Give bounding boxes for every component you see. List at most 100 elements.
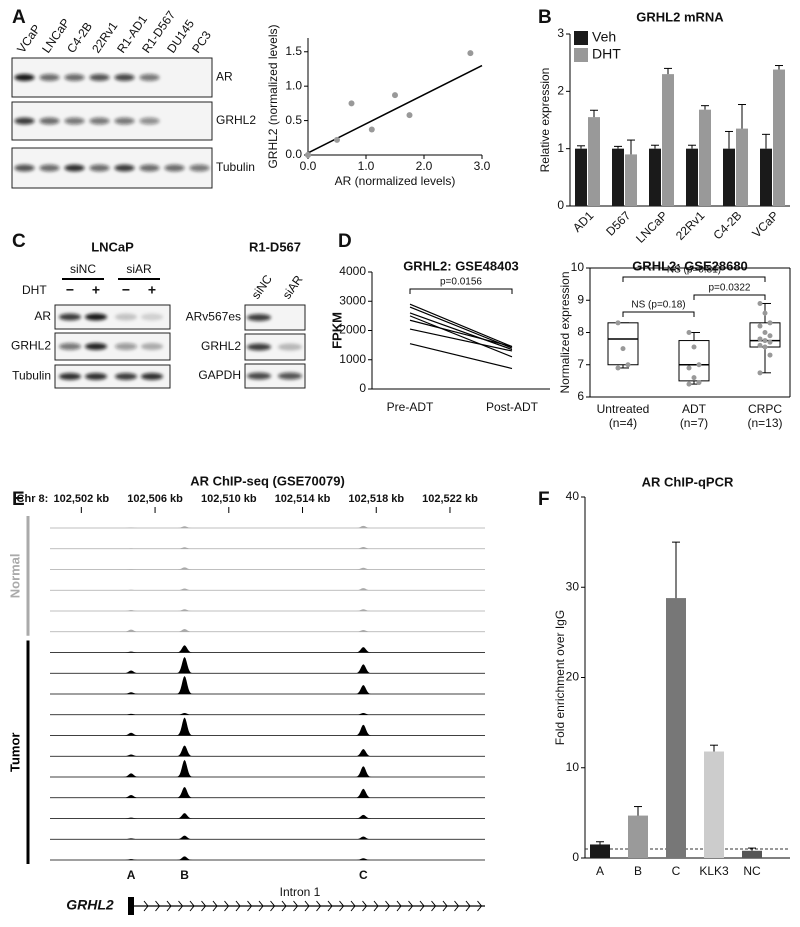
chart-title: GRHL2: GSE48403: [403, 258, 519, 273]
blot-band: [85, 313, 107, 321]
x-tick-note: (n=4): [609, 416, 637, 430]
intron-chevron: [465, 900, 471, 912]
intron-chevron: [419, 900, 425, 912]
point: [691, 344, 697, 350]
blot-band: [278, 372, 302, 380]
significance-bracket: [693, 294, 766, 300]
bar: [723, 148, 735, 206]
blot-row-label: AR: [216, 70, 233, 84]
track-peak: [353, 629, 374, 632]
track-peak: [174, 567, 195, 570]
blot-band: [139, 164, 160, 172]
point: [757, 300, 763, 306]
significance-label: NS (p=0.18): [631, 300, 685, 311]
blot-band: [165, 118, 185, 125]
blot-band: [59, 343, 81, 350]
y-tick-label: 9: [577, 292, 584, 306]
significance-label: NS (p=0.81): [667, 265, 721, 276]
y-tick-label: 6: [577, 389, 584, 403]
intron-chevron: [212, 900, 218, 912]
blot-band: [115, 313, 137, 321]
series-line: [409, 306, 513, 349]
y-tick-label: 1.5: [285, 44, 302, 58]
x-tick-label: 102,506 kb: [127, 493, 183, 505]
intron-chevron: [327, 900, 333, 912]
intron-chevron: [396, 900, 402, 912]
bar: [742, 850, 762, 858]
intron-chevron: [143, 900, 149, 912]
intron-chevron: [442, 900, 448, 912]
blot-frame: [11, 101, 213, 141]
point: [691, 375, 697, 381]
track-peak: [174, 629, 195, 632]
track-peak: [174, 712, 195, 715]
track-peak: [353, 685, 374, 694]
significance-bracket: [622, 276, 766, 282]
y-tick-label: 20: [566, 670, 580, 684]
blot-band: [190, 118, 210, 125]
panel-label: D: [338, 231, 352, 252]
blot-band: [14, 74, 35, 81]
x-tick-label: 0.0: [300, 159, 317, 173]
blot-band: [189, 164, 210, 172]
blot-title: R1-D567: [249, 239, 301, 254]
bar: [699, 109, 711, 206]
group-label: Normal: [7, 553, 22, 598]
legend-label: Veh: [592, 29, 616, 45]
blot-band: [89, 74, 110, 81]
bar: [625, 154, 637, 206]
chromosome-label: Chr 8:: [17, 493, 49, 505]
x-tick-label: Post-ADT: [486, 400, 539, 414]
point: [767, 333, 773, 339]
intron-chevron: [304, 900, 310, 912]
x-tick-label: NC: [743, 864, 761, 878]
track-peak: [174, 856, 195, 860]
track-peak: [121, 773, 142, 777]
point: [696, 362, 702, 368]
x-tick-label: CRPC: [748, 402, 782, 416]
series-line: [409, 343, 513, 370]
blot-band: [14, 164, 35, 172]
point: [757, 370, 763, 376]
y-tick-label: 10: [571, 260, 585, 274]
y-axis-label: Relative expression: [538, 68, 552, 173]
y-axis-label: FPKM: [329, 312, 344, 349]
y-tick-label: 8: [577, 325, 584, 339]
track-peak: [353, 766, 374, 777]
y-tick-label: 0: [557, 198, 564, 212]
blot-row-label: GRHL2: [11, 339, 51, 353]
blot-title: LNCaP: [91, 239, 134, 254]
point: [767, 320, 773, 326]
blot-band: [114, 164, 135, 172]
blot-band: [39, 117, 60, 125]
track-peak: [353, 647, 374, 653]
blot-band: [14, 117, 35, 125]
bar: [736, 128, 748, 206]
blot-band: [59, 313, 81, 321]
x-tick-label: C: [672, 864, 681, 878]
track-peak: [121, 629, 142, 632]
panel-label: B: [538, 7, 552, 28]
series-line: [409, 312, 513, 351]
track-peak: [121, 817, 142, 819]
chart-title: AR ChIP-seq (GSE70079): [190, 473, 345, 488]
intron-chevron: [270, 900, 276, 912]
intron-chevron: [362, 900, 368, 912]
point: [625, 362, 631, 368]
track-peak: [121, 859, 142, 860]
series-line: [409, 328, 513, 352]
chart-title: GRHL2: GSE28680: [632, 258, 748, 273]
blot-band: [247, 314, 271, 321]
track-peak: [353, 836, 374, 840]
group-label: siNC: [70, 262, 96, 276]
chart-title: AR ChIP-qPCR: [642, 474, 734, 489]
y-axis-label: Normalized expression: [558, 271, 572, 393]
track-peak: [174, 547, 195, 549]
blot-band: [141, 313, 163, 321]
blot-band: [141, 373, 163, 380]
significance-bracket: [409, 288, 513, 294]
y-axis-label: GRHL2 (normalized levels): [266, 24, 280, 168]
x-tick-label: A: [596, 864, 604, 878]
intron-chevron: [166, 900, 172, 912]
track-peak: [174, 676, 195, 694]
